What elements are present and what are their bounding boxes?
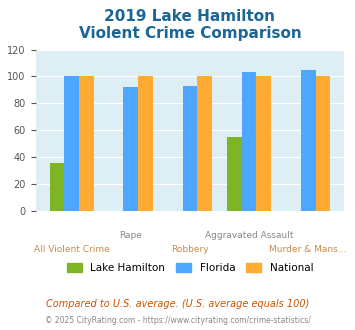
Bar <box>182 86 197 211</box>
Bar <box>316 77 330 211</box>
Bar <box>197 77 212 211</box>
Legend: Lake Hamilton, Florida, National: Lake Hamilton, Florida, National <box>62 259 317 277</box>
Bar <box>138 77 153 211</box>
Bar <box>256 77 271 211</box>
Bar <box>64 77 79 211</box>
Bar <box>242 72 256 211</box>
Text: Compared to U.S. average. (U.S. average equals 100): Compared to U.S. average. (U.S. average … <box>46 299 309 309</box>
Text: Aggravated Assault: Aggravated Assault <box>205 231 293 240</box>
Bar <box>301 70 316 211</box>
Bar <box>79 77 94 211</box>
Text: Rape: Rape <box>119 231 142 240</box>
Title: 2019 Lake Hamilton
Violent Crime Comparison: 2019 Lake Hamilton Violent Crime Compari… <box>78 9 301 41</box>
Text: Murder & Mans...: Murder & Mans... <box>269 245 347 253</box>
Bar <box>227 137 242 211</box>
Bar <box>50 163 64 211</box>
Text: Robbery: Robbery <box>171 245 209 253</box>
Bar <box>124 87 138 211</box>
Text: © 2025 CityRating.com - https://www.cityrating.com/crime-statistics/: © 2025 CityRating.com - https://www.city… <box>45 316 310 325</box>
Text: All Violent Crime: All Violent Crime <box>34 245 110 253</box>
